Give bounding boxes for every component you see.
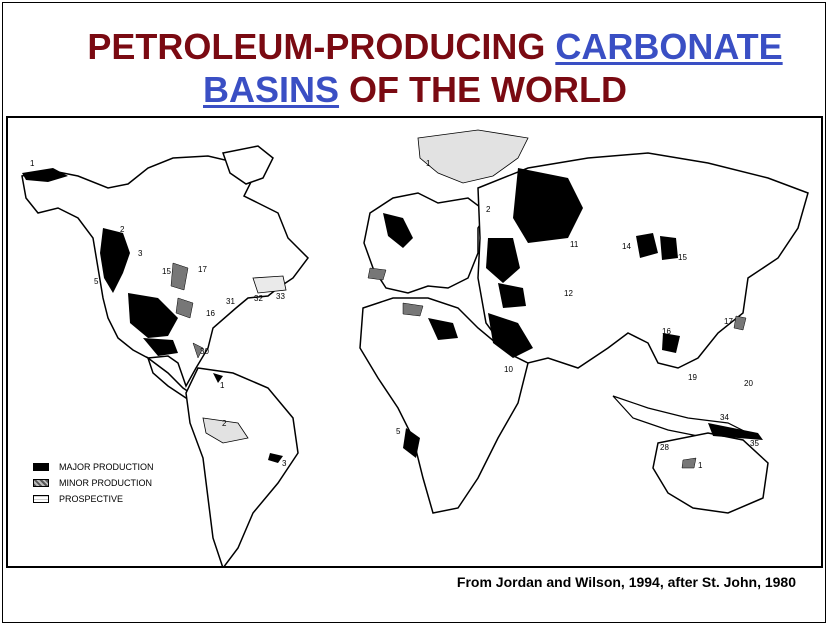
label-sa-2: 2 <box>222 419 227 428</box>
label-na-15: 15 <box>162 267 171 276</box>
world-map-panel: 1 2 3 4 5 15 17 16 30 31 32 33 1 2 3 1 2… <box>6 116 823 568</box>
major-basin-western-canada <box>100 228 130 293</box>
major-basin-north-africa <box>428 318 458 340</box>
legend-label-prospective: PROSPECTIVE <box>59 494 124 504</box>
prospective-area-atlantic-33 <box>252 275 287 294</box>
major-basin-gulf-coast <box>143 338 178 356</box>
label-as-19: 19 <box>688 373 697 382</box>
africa-outline <box>359 297 529 514</box>
major-basin-persian-gulf <box>488 313 533 358</box>
prospective-area-south-america <box>202 417 249 444</box>
label-na-5: 5 <box>94 277 99 286</box>
legend-item-prospective: PROSPECTIVE <box>33 491 154 507</box>
label-af-10: 10 <box>504 365 513 374</box>
legend-item-minor: MINOR PRODUCTION <box>33 475 154 491</box>
label-as-15: 15 <box>678 253 687 262</box>
label-eu-2: 2 <box>486 205 491 214</box>
major-basin-indonesia-east <box>708 423 763 440</box>
page-title-line-2: BASINS OF THE WORLD <box>0 70 830 110</box>
label-na-3: 3 <box>138 249 143 258</box>
minor-basin-japan <box>733 315 747 331</box>
label-as-20: 20 <box>744 379 753 388</box>
title-text-petroleum: PETROLEUM-PRODUCING <box>87 26 556 67</box>
major-basin-west-africa <box>403 428 420 458</box>
label-eu-1: 1 <box>426 159 431 168</box>
label-na-1: 1 <box>30 159 35 168</box>
title-link-carbonate[interactable]: CARBONATE <box>555 26 783 67</box>
label-na-4: 4 <box>104 263 109 272</box>
prospective-area-arctic-russia <box>417 129 529 184</box>
label-af-5: 5 <box>396 427 401 436</box>
legend-label-major: MAJOR PRODUCTION <box>59 462 154 472</box>
label-sa-3: 3 <box>282 459 287 468</box>
legend-item-major: MAJOR PRODUCTION <box>33 459 154 475</box>
greenland-outline <box>222 145 274 185</box>
label-as-16: 16 <box>662 327 671 336</box>
legend-swatch-major <box>33 463 49 471</box>
legend-swatch-minor <box>33 479 49 487</box>
major-basin-venezuela <box>213 373 223 383</box>
major-basin-alaska <box>22 168 68 182</box>
major-basin-north-sea <box>383 213 413 248</box>
map-legend: MAJOR PRODUCTION MINOR PRODUCTION PROSPE… <box>33 459 154 507</box>
major-basin-brazil <box>268 453 283 463</box>
label-as-35: 35 <box>750 439 759 448</box>
major-basin-siberia <box>513 168 583 243</box>
label-na-16: 16 <box>206 309 215 318</box>
major-basin-china-14 <box>636 233 658 258</box>
minor-basin-appalachian <box>175 297 194 319</box>
label-au-1: 1 <box>698 461 703 470</box>
label-sa-1: 1 <box>220 381 225 390</box>
label-as-28: 28 <box>660 443 669 452</box>
label-na-2: 2 <box>120 225 125 234</box>
label-na-17: 17 <box>198 265 207 274</box>
south-america-outline <box>185 367 299 566</box>
major-basin-china-15 <box>660 236 678 260</box>
title-link-basins[interactable]: BASINS <box>203 69 340 110</box>
major-basin-us-midcontinent <box>128 293 178 338</box>
title-text-of-the-world: OF THE WORLD <box>339 69 627 110</box>
label-na-33: 33 <box>276 292 285 301</box>
major-basin-caspian <box>498 283 526 308</box>
minor-basin-paris <box>367 267 387 281</box>
minor-basin-mediterranean <box>402 302 424 317</box>
minor-basin-australia <box>681 457 697 469</box>
label-as-17: 17 <box>724 317 733 326</box>
legend-label-minor: MINOR PRODUCTION <box>59 478 152 488</box>
label-as-34: 34 <box>720 413 729 422</box>
label-asia-12: 12 <box>564 289 573 298</box>
world-map: 1 2 3 4 5 15 17 16 30 31 32 33 1 2 3 1 2… <box>21 129 809 566</box>
source-citation: From Jordan and Wilson, 1994, after St. … <box>456 574 796 590</box>
legend-swatch-prospective <box>33 495 49 503</box>
label-as-14: 14 <box>622 242 631 251</box>
minor-basin-florida <box>192 342 204 359</box>
minor-basin-michigan <box>170 262 189 291</box>
page-title-line-1: PETROLEUM-PRODUCING CARBONATE <box>0 27 830 67</box>
major-basin-south-china-sea <box>662 333 680 353</box>
label-na-31: 31 <box>226 297 235 306</box>
label-asia-11: 11 <box>570 240 579 249</box>
north-america-outline <box>21 155 309 388</box>
label-na-30: 30 <box>200 347 209 356</box>
major-basin-volga-ural <box>486 238 520 283</box>
label-na-32: 32 <box>254 294 263 303</box>
